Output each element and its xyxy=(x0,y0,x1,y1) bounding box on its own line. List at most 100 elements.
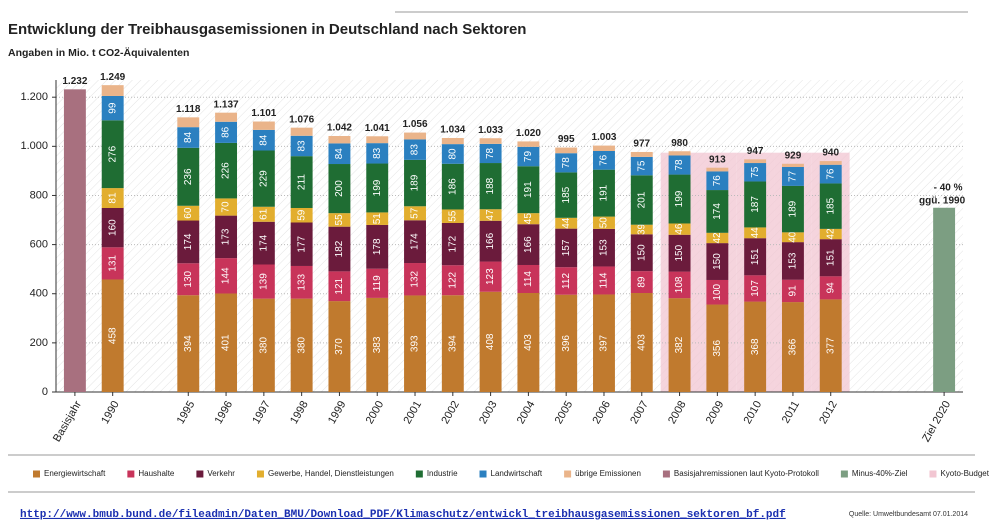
segment-label: 368 xyxy=(750,338,761,355)
bar-segment xyxy=(706,171,729,191)
segment-label: 150 xyxy=(712,253,723,270)
bar-segment xyxy=(593,228,615,267)
chart-subtitle: Angaben in Mio. t CO2-Äquivalenten xyxy=(8,46,189,59)
bar-segment xyxy=(668,174,691,224)
segment-label: 177 xyxy=(296,235,307,252)
y-tick-label: 0 xyxy=(42,386,48,398)
x-tick-label: 1997 xyxy=(250,399,273,426)
total-label: 1.042 xyxy=(327,123,352,134)
bar-segment xyxy=(441,137,464,145)
segment-label: 394 xyxy=(183,335,194,352)
y-tick-label: 200 xyxy=(30,337,48,349)
bar-segment xyxy=(215,121,238,143)
x-tick-label: 2002 xyxy=(439,399,462,426)
x-tick-label: 1996 xyxy=(213,399,236,426)
y-tick-label: 600 xyxy=(30,239,48,251)
y-tick-label: 800 xyxy=(30,189,48,201)
bar-segment xyxy=(290,222,313,266)
bar-segment xyxy=(555,172,578,218)
bar-segment xyxy=(441,295,464,392)
segment-label: 57 xyxy=(410,207,421,219)
bar-segment xyxy=(328,213,351,227)
segment-label: 77 xyxy=(788,170,799,182)
bar-segment xyxy=(744,275,767,302)
bar-segment xyxy=(744,163,767,182)
legend-label: Landwirtschaft xyxy=(491,469,543,478)
bar-segment xyxy=(177,295,200,392)
segment-label: 144 xyxy=(221,267,232,284)
segment-label: 377 xyxy=(825,337,836,354)
segment-label: 185 xyxy=(561,186,572,203)
source-url[interactable]: http://www.bmub.bund.de/fileadmin/Daten_… xyxy=(20,509,786,521)
bar-segment xyxy=(555,228,578,268)
segment-label: 78 xyxy=(561,157,572,169)
segment-label: 166 xyxy=(485,232,496,249)
bar-segment xyxy=(781,166,804,186)
bar-segment xyxy=(744,238,767,276)
x-tick-label: 2000 xyxy=(364,399,387,426)
total-label: 929 xyxy=(785,150,802,161)
segment-label: 78 xyxy=(674,159,685,171)
legend-swatch xyxy=(564,470,572,478)
legend-swatch xyxy=(127,470,135,478)
bar-segment xyxy=(517,141,540,147)
legend-label: Kyoto-Budget xyxy=(940,469,989,478)
chart-title: Entwicklung der Treibhausgasemissionen i… xyxy=(8,21,526,38)
bar-segment xyxy=(177,263,200,296)
annotation: - 40 % xyxy=(934,182,963,193)
segment-label: 380 xyxy=(258,337,269,354)
bar-segment xyxy=(479,261,502,292)
annotation: ggü. 1990 xyxy=(919,195,966,206)
total-label: 1.020 xyxy=(516,128,541,139)
segment-label: 189 xyxy=(410,174,421,191)
bar-segment xyxy=(555,153,578,173)
segment-label: 75 xyxy=(636,160,647,172)
bar-segment xyxy=(177,220,200,264)
bar-segment xyxy=(593,216,615,229)
source-link[interactable]: http://www.bmub.bund.de/fileadmin/Daten_… xyxy=(20,509,786,521)
segment-label: 394 xyxy=(447,335,458,352)
bar-segment xyxy=(819,164,842,184)
bar-segment xyxy=(290,156,313,208)
legend-swatch xyxy=(196,470,204,478)
bar-segment xyxy=(101,207,124,248)
segment-label: 47 xyxy=(485,209,496,221)
segment-label: 59 xyxy=(296,209,307,221)
segment-label: 458 xyxy=(107,327,118,344)
bar-segment xyxy=(215,112,238,122)
bar-segment xyxy=(441,265,464,296)
segment-label: 44 xyxy=(561,217,572,229)
segment-label: 382 xyxy=(674,336,685,353)
segment-label: 199 xyxy=(674,190,685,207)
bar-segment xyxy=(555,267,578,295)
segment-label: 150 xyxy=(674,244,685,261)
x-tick-label: 2004 xyxy=(515,399,538,426)
segment-label: 99 xyxy=(107,102,118,114)
bar-segment xyxy=(290,265,313,299)
bar-segment xyxy=(215,198,238,216)
total-label: 1.033 xyxy=(478,125,503,136)
segment-label: 366 xyxy=(788,338,799,355)
bar-segment xyxy=(706,304,729,392)
bar-segment xyxy=(630,151,653,157)
segment-label: 83 xyxy=(372,147,383,159)
segment-label: 60 xyxy=(183,207,194,219)
segment-label: 100 xyxy=(712,283,723,300)
segment-label: 160 xyxy=(107,219,118,236)
segment-label: 132 xyxy=(410,270,421,287)
segment-label: 75 xyxy=(750,166,761,178)
total-label: 1.076 xyxy=(289,114,314,125)
segment-label: 370 xyxy=(334,338,345,355)
bar-segment xyxy=(668,151,691,156)
segment-label: 191 xyxy=(599,184,610,201)
legend-label: übrige Emissionen xyxy=(575,469,641,478)
bar-segment xyxy=(404,132,426,140)
total-label: 947 xyxy=(747,146,764,157)
bar-segment xyxy=(630,175,653,225)
segment-label: 157 xyxy=(561,239,572,256)
bar-segment xyxy=(479,220,502,262)
bar-segment xyxy=(101,95,124,121)
segment-label: 39 xyxy=(636,223,647,235)
segment-label: 83 xyxy=(296,140,307,152)
segment-label: 76 xyxy=(599,154,610,166)
